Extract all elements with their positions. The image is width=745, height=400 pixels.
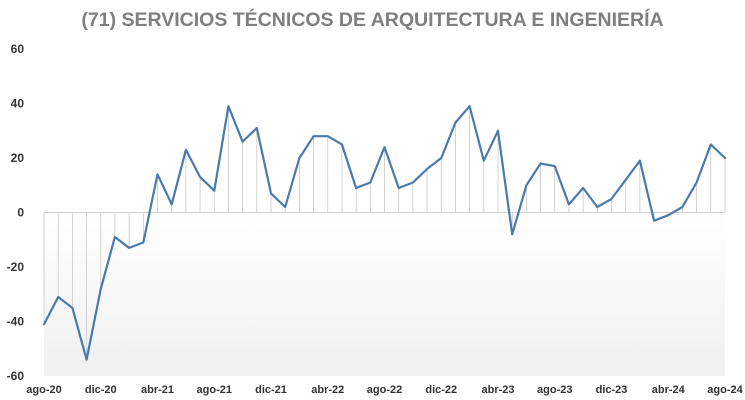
x-tick-label: dic-23 (596, 384, 628, 396)
x-tick-label: ago-21 (197, 384, 232, 396)
x-tick-label: abr-21 (141, 384, 174, 396)
series-line (42, 105, 727, 361)
x-tick-label: ago-20 (26, 384, 61, 396)
y-tick-label: 0 (17, 206, 24, 220)
y-tick-label: -60 (7, 369, 25, 383)
x-tick-label: dic-22 (425, 384, 457, 396)
x-tick-label: ago-23 (537, 384, 572, 396)
y-tick-label: 60 (11, 42, 25, 56)
x-tick-label: abr-23 (481, 384, 514, 396)
chart-title: (71) SERVICIOS TÉCNICOS DE ARQUITECTURA … (81, 9, 664, 31)
x-tick-label: ago-22 (367, 384, 402, 396)
x-tick-label: dic-20 (85, 384, 117, 396)
y-tick-label: -20 (7, 260, 25, 274)
x-tick-label: dic-21 (255, 384, 287, 396)
negative-region-shade (44, 212, 725, 376)
x-tick-label: ago-24 (707, 384, 743, 396)
y-tick-label: 40 (11, 97, 25, 111)
y-tick-label: 20 (11, 151, 25, 165)
y-tick-label: -40 (7, 315, 25, 329)
x-tick-label: abr-22 (311, 384, 344, 396)
x-tick-label: abr-24 (652, 384, 686, 396)
